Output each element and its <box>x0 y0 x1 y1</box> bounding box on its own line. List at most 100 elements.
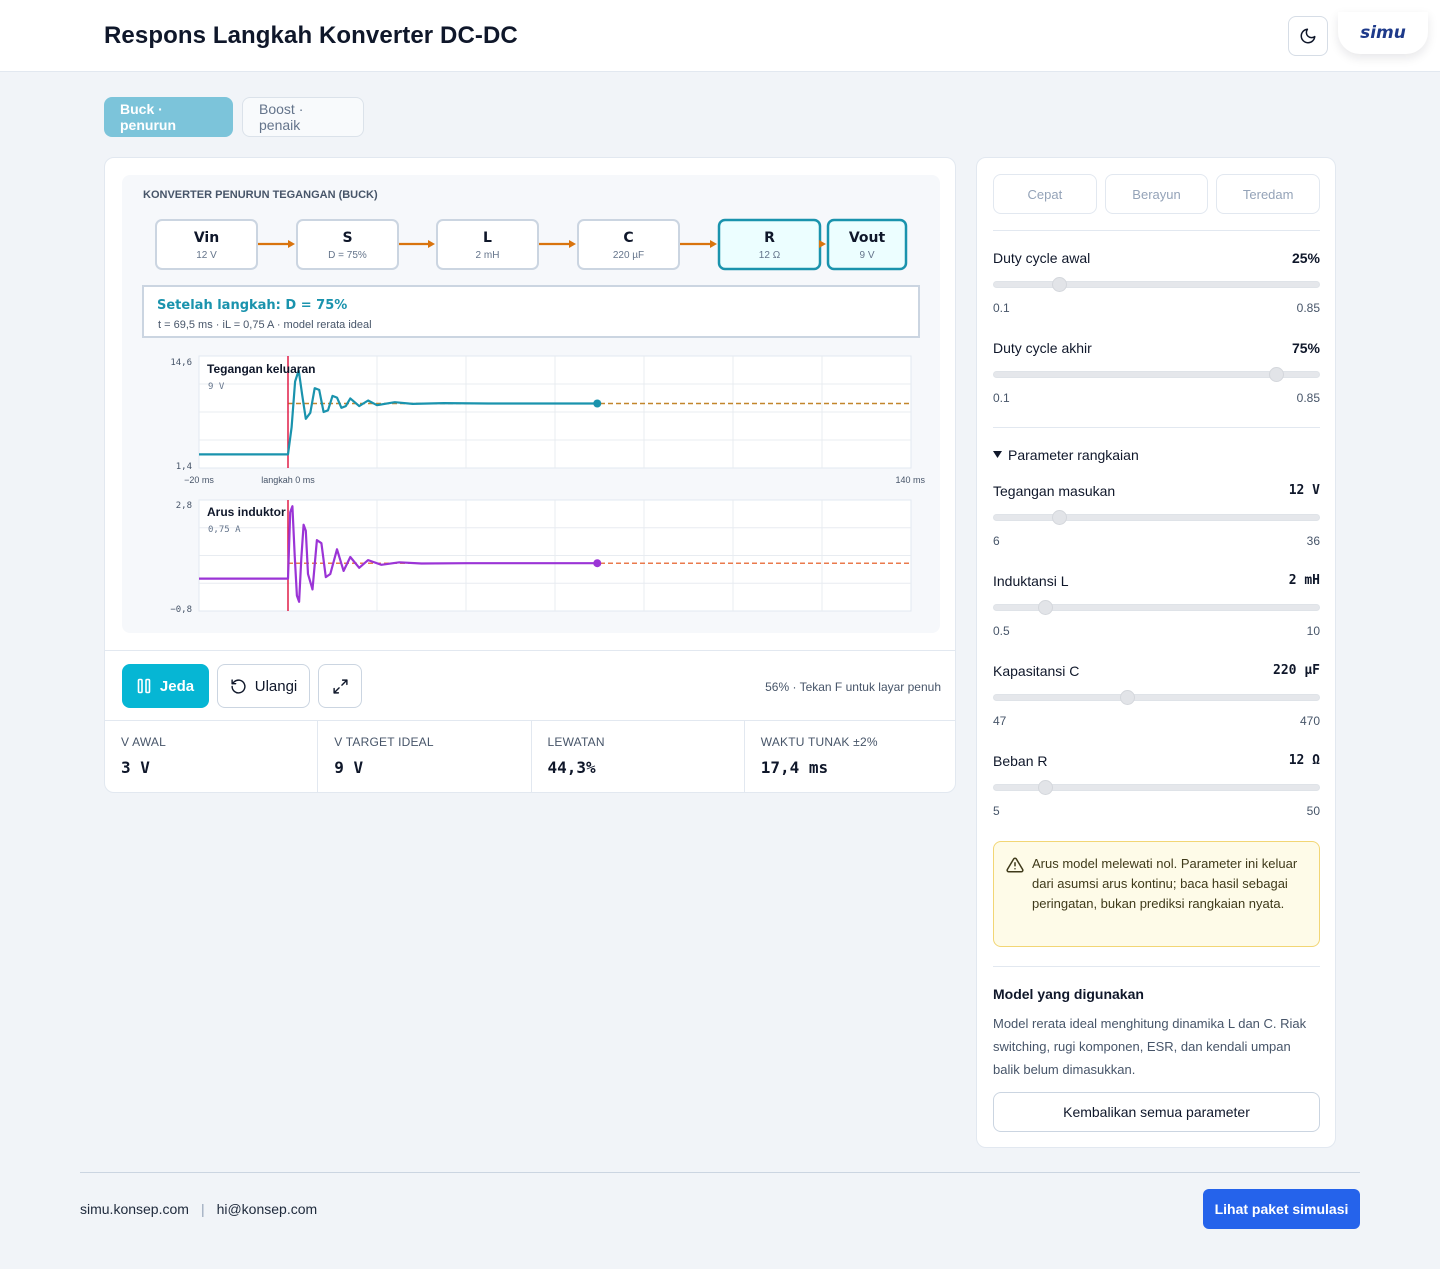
mode-switch: Buck · penurun Boost · penaik <box>104 97 364 137</box>
slider-thumb[interactable] <box>1037 780 1053 795</box>
mode-buck-button[interactable]: Buck · penurun <box>104 97 233 137</box>
circuit-block-vout <box>826 218 908 271</box>
circuit-parameters-toggle[interactable]: Parameter rangkaian <box>993 447 1139 463</box>
preset-fast-button[interactable]: Cepat <box>993 174 1097 214</box>
slider-thumb[interactable] <box>1268 367 1284 382</box>
slider-inductance: Induktansi L 2 mH 0.5 10 <box>993 573 1320 638</box>
flow-arrow-head <box>288 240 295 248</box>
divider <box>993 427 1320 428</box>
slider-track[interactable] <box>993 780 1320 795</box>
replay-button[interactable]: Ulangi <box>217 664 310 708</box>
slider-max: 36 <box>1306 534 1320 548</box>
slider-duty-start: Duty cycle awal 25% 0.1 0.85 <box>993 250 1320 315</box>
progress-hint: 56% · Tekan F untuk layar penuh <box>765 680 941 694</box>
flow-arrow-head <box>569 240 576 248</box>
slider-thumb[interactable] <box>1119 690 1135 705</box>
expand-icon <box>332 678 348 694</box>
current-y-max-label: 2,8 <box>176 501 192 511</box>
warning-text: Arus model melewati nol. Parameter ini k… <box>1032 856 1298 911</box>
slider-track[interactable] <box>993 600 1320 615</box>
pause-icon <box>137 678 151 694</box>
slider-thumb[interactable] <box>1038 600 1054 615</box>
brand-logo[interactable]: simu <box>1338 12 1428 54</box>
view-packages-button[interactable]: Lihat paket simulasi <box>1203 1189 1360 1229</box>
current-current-value: 0,75 A <box>208 525 241 535</box>
divider <box>993 230 1320 231</box>
preset-oscillating-button[interactable]: Berayun <box>1104 174 1209 214</box>
rotate-ccw-icon <box>231 678 246 694</box>
circuit-block-l <box>436 219 539 270</box>
email-link[interactable]: hi@konsep.com <box>216 1201 318 1217</box>
site-link[interactable]: simu.konsep.com <box>80 1201 189 1217</box>
voltage-chart-title: Tegangan keluaran <box>207 362 315 376</box>
pause-label: Jeda <box>159 677 195 695</box>
slider-track[interactable] <box>993 367 1320 382</box>
circuit-block-vin <box>155 219 258 270</box>
current-chart-title: Arus induktor <box>207 505 286 519</box>
stat-label: V TARGET IDEAL <box>334 735 434 749</box>
preset-damped-button[interactable]: Teredam <box>1216 174 1321 214</box>
replay-label: Ulangi <box>254 677 298 695</box>
slider-track[interactable] <box>993 510 1320 525</box>
stat-label: LEWATAN <box>547 735 605 749</box>
logo-text: simu <box>1360 23 1406 43</box>
stat-v-target: V TARGET IDEAL 9 V <box>318 721 532 792</box>
stat-label: V AWAL <box>121 735 166 749</box>
divider <box>993 966 1320 967</box>
stat-settling-time: WAKTU TUNAK ±2% 17,4 ms <box>745 721 955 792</box>
preset-buttons: Cepat Berayun Teredam <box>993 174 1321 214</box>
slider-min: 47 <box>993 714 1007 728</box>
circuit-block-name: Vin <box>194 230 219 246</box>
theme-toggle-button[interactable] <box>1288 16 1328 56</box>
voltage-current-value: 9 V <box>208 382 225 392</box>
stat-value: 44,3% <box>547 758 596 777</box>
current-series-line <box>199 505 598 603</box>
reset-all-button[interactable]: Kembalikan semua parameter <box>993 1092 1320 1132</box>
circuit-block-c <box>577 219 680 270</box>
stat-value: 17,4 ms <box>760 758 829 777</box>
slider-capacitance: Kapasitansi C 220 µF 47 470 <box>993 663 1320 728</box>
slider-thumb[interactable] <box>1052 277 1067 292</box>
playback-controls: Jeda Ulangi 56% · Tekan F untuk layar pe… <box>105 650 955 720</box>
slider-max: 0.85 <box>1296 301 1320 315</box>
footer-links: simu.konsep.com | hi@konsep.com <box>80 1201 317 1217</box>
pause-button[interactable]: Jeda <box>122 664 209 708</box>
circuit-block-value: 2 mH <box>476 250 500 261</box>
current-chart: 2,8 −0,8 <box>170 499 912 615</box>
status-box <box>142 285 920 338</box>
section-label: KONVERTER PENURUN TEGANGAN (BUCK) <box>143 189 378 201</box>
slider-name: Beban R <box>993 753 1048 769</box>
slider-name: Duty cycle akhir <box>993 340 1092 356</box>
slider-name: Induktansi L <box>993 573 1069 589</box>
slider-name: Kapasitansi C <box>993 663 1080 679</box>
circuit-block-value: 9 V <box>859 250 874 261</box>
fullscreen-button[interactable] <box>318 664 362 708</box>
mode-boost-button[interactable]: Boost · penaik <box>242 97 364 137</box>
voltage-series-line <box>199 369 598 456</box>
slider-min: 0.1 <box>993 391 1010 405</box>
circuit-block-value: 12 V <box>196 250 217 261</box>
flow-arrow-head <box>710 240 717 248</box>
voltage-x-step-label: langkah 0 ms <box>261 475 315 485</box>
slider-value: 2 mH <box>1288 573 1320 588</box>
voltage-chart: 14,6 1,4 −20 ms langkah 0 ms 140 ms <box>170 355 925 485</box>
voltage-x-right-label: 140 ms <box>895 475 925 485</box>
warning-alert: Arus model melewati nol. Parameter ini k… <box>993 841 1320 947</box>
stat-label: WAKTU TUNAK ±2% <box>760 735 878 749</box>
moon-icon <box>1300 28 1316 44</box>
slider-duty-end: Duty cycle akhir 75% 0.1 0.85 <box>993 340 1320 405</box>
voltage-x-left-label: −20 ms <box>184 475 214 485</box>
stat-overshoot: LEWATAN 44,3% <box>532 721 745 792</box>
current-grid <box>199 500 911 611</box>
slider-track[interactable] <box>993 277 1320 292</box>
flow-arrow-head <box>428 240 435 248</box>
slider-thumb[interactable] <box>1052 510 1067 525</box>
stat-value: 3 V <box>121 758 150 777</box>
slider-value: 220 µF <box>1273 663 1320 678</box>
status-title: Setelah langkah: D = 75% <box>157 298 347 313</box>
slider-track[interactable] <box>993 690 1320 705</box>
slider-load: Beban R 12 Ω 5 50 <box>993 753 1320 818</box>
caret-down-icon <box>993 451 1002 458</box>
circuit-block-value: 220 µF <box>613 250 644 261</box>
slider-value: 12 V <box>1288 483 1320 498</box>
